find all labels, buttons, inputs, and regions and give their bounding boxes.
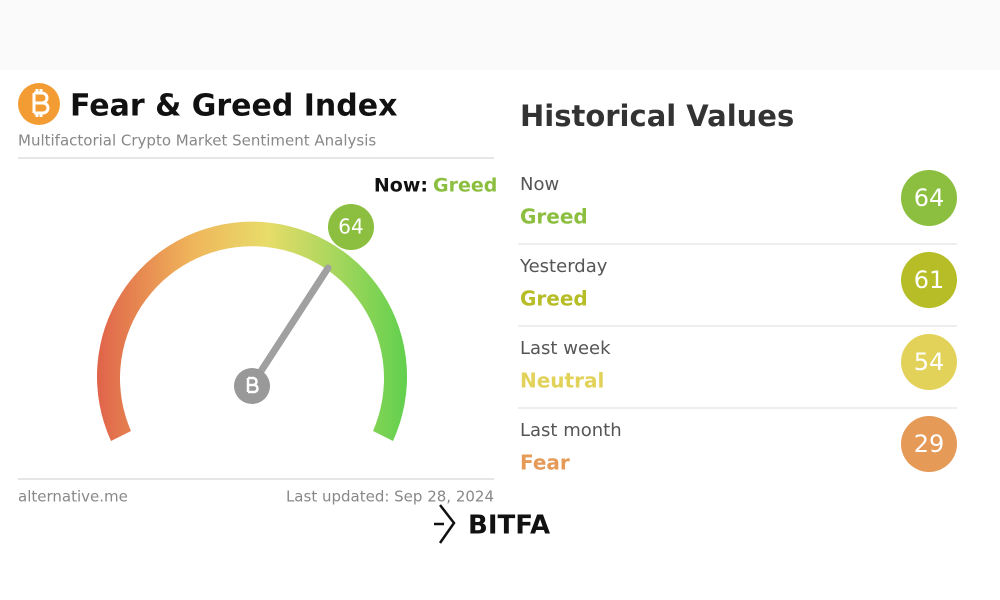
sentiment: Greed bbox=[520, 287, 588, 311]
value-circle bbox=[901, 334, 957, 390]
value: 64 bbox=[914, 184, 945, 212]
bitcoin-glyph bbox=[32, 89, 50, 117]
period: Yesterday bbox=[519, 256, 608, 277]
value: 29 bbox=[914, 430, 945, 458]
value-circle bbox=[901, 416, 957, 472]
now-class: Greed bbox=[433, 175, 497, 197]
history-title: Historical Values bbox=[520, 99, 794, 133]
value: 54 bbox=[914, 348, 945, 376]
sentiment: Greed bbox=[520, 205, 588, 229]
gauge-value: 64 bbox=[338, 215, 363, 239]
hub-glyph bbox=[246, 376, 259, 394]
footer-updated: Last updated: Sep 28, 2024 bbox=[286, 488, 494, 506]
history-list: Now Greed 64 Yesterday Greed 61 Last week Neutr… bbox=[518, 170, 957, 475]
value-circle bbox=[901, 170, 957, 226]
watermark-icon bbox=[434, 504, 456, 544]
value: 61 bbox=[914, 266, 945, 294]
value-circle bbox=[901, 252, 957, 308]
period: Now bbox=[520, 174, 559, 195]
top-band bbox=[0, 0, 1000, 70]
sentiment: Fear bbox=[520, 451, 570, 475]
watermark: BITFA bbox=[468, 511, 550, 541]
period: Last month bbox=[520, 420, 622, 441]
now-prefix: Now: bbox=[374, 175, 428, 197]
sentiment: Neutral bbox=[520, 369, 604, 393]
footer-source: alternative.me bbox=[18, 488, 128, 506]
title: Fear & Greed Index bbox=[70, 89, 397, 124]
period: Last week bbox=[520, 338, 611, 359]
gauge-needle bbox=[248, 264, 332, 389]
subtitle: Multifactorial Crypto Market Sentiment A… bbox=[18, 132, 376, 150]
gauge-arc bbox=[96, 221, 407, 441]
gauge-bubble bbox=[328, 204, 374, 250]
